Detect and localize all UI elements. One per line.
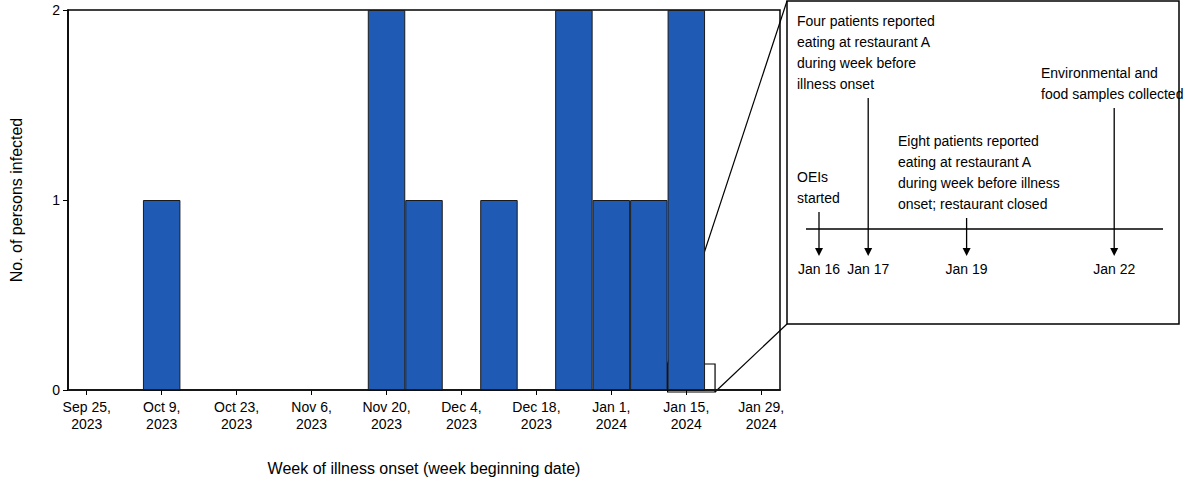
svg-text:Jan 17: Jan 17 xyxy=(847,261,889,277)
svg-text:Eight patients reported: Eight patients reported xyxy=(898,133,1039,149)
svg-text:2024: 2024 xyxy=(746,416,777,432)
svg-text:2023: 2023 xyxy=(71,416,102,432)
svg-text:during week before: during week before xyxy=(797,55,916,71)
svg-text:Jan 29,: Jan 29, xyxy=(738,399,784,415)
svg-text:Nov 20,: Nov 20, xyxy=(362,399,410,415)
svg-text:eating at restaurant A: eating at restaurant A xyxy=(898,154,1032,170)
svg-text:illness onset: illness onset xyxy=(797,76,874,92)
svg-text:Dec 18,: Dec 18, xyxy=(512,399,560,415)
svg-text:2024: 2024 xyxy=(596,416,627,432)
svg-text:started: started xyxy=(797,190,840,206)
svg-text:2023: 2023 xyxy=(446,416,477,432)
svg-text:1: 1 xyxy=(52,192,60,208)
svg-text:2023: 2023 xyxy=(296,416,327,432)
svg-text:2023: 2023 xyxy=(371,416,402,432)
svg-text:Environmental and: Environmental and xyxy=(1041,65,1158,81)
svg-text:Dec 4,: Dec 4, xyxy=(441,399,481,415)
svg-text:Nov 6,: Nov 6, xyxy=(291,399,331,415)
svg-text:food samples collected: food samples collected xyxy=(1041,86,1183,102)
svg-text:Jan 19: Jan 19 xyxy=(946,261,988,277)
svg-text:Week of illness onset (week be: Week of illness onset (week beginning da… xyxy=(268,460,581,477)
svg-text:Sep 25,: Sep 25, xyxy=(63,399,111,415)
svg-text:0: 0 xyxy=(52,382,60,398)
svg-text:Four patients reported: Four patients reported xyxy=(797,13,935,29)
svg-text:OEIs: OEIs xyxy=(797,169,828,185)
svg-text:eating at restaurant A: eating at restaurant A xyxy=(797,34,931,50)
svg-text:2023: 2023 xyxy=(521,416,552,432)
svg-text:Oct 23,: Oct 23, xyxy=(214,399,259,415)
svg-text:2: 2 xyxy=(52,2,60,18)
svg-text:2023: 2023 xyxy=(146,416,177,432)
svg-text:2023: 2023 xyxy=(221,416,252,432)
svg-text:during week before illness: during week before illness xyxy=(898,175,1060,191)
svg-text:Jan 15,: Jan 15, xyxy=(663,399,709,415)
svg-text:Jan 1,: Jan 1, xyxy=(592,399,630,415)
svg-text:Oct 9,: Oct 9, xyxy=(143,399,180,415)
svg-text:onset; restaurant closed: onset; restaurant closed xyxy=(898,196,1047,212)
svg-text:2024: 2024 xyxy=(671,416,702,432)
svg-text:Jan 22: Jan 22 xyxy=(1093,261,1135,277)
svg-text:Jan 16: Jan 16 xyxy=(798,261,840,277)
svg-text:No. of persons infected: No. of persons infected xyxy=(8,118,25,283)
